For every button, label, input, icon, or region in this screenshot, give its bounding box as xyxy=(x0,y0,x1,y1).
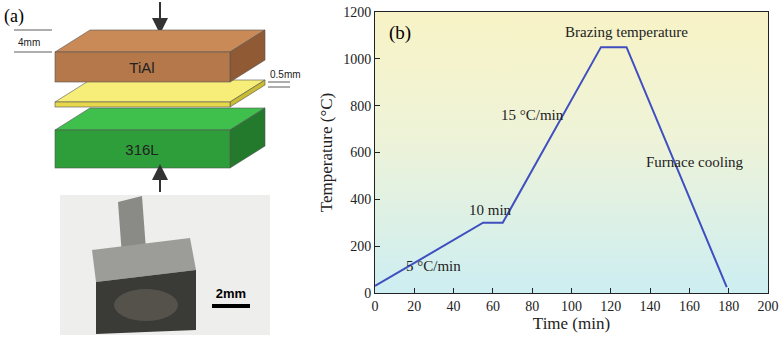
svg-text:140: 140 xyxy=(640,299,661,314)
svg-text:15 °C/min: 15 °C/min xyxy=(501,107,564,123)
svg-text:20: 20 xyxy=(407,299,421,314)
svg-text:5 °C/min: 5 °C/min xyxy=(406,258,461,274)
svg-text:120: 120 xyxy=(600,299,621,314)
svg-text:1000: 1000 xyxy=(343,52,371,67)
svg-text:316L: 316L xyxy=(125,141,158,158)
svg-text:200: 200 xyxy=(350,239,371,254)
svg-text:TiAl: TiAl xyxy=(129,59,154,76)
svg-text:10 min: 10 min xyxy=(469,202,512,218)
svg-text:4mm: 4mm xyxy=(18,37,40,48)
svg-text:400: 400 xyxy=(350,192,371,207)
svg-text:100: 100 xyxy=(561,299,582,314)
svg-text:2mm: 2mm xyxy=(216,286,246,301)
svg-text:Furnace cooling: Furnace cooling xyxy=(646,154,744,170)
svg-text:Brazing temperature: Brazing temperature xyxy=(565,24,688,40)
svg-text:1200: 1200 xyxy=(343,5,371,20)
svg-text:600: 600 xyxy=(350,145,371,160)
svg-text:160: 160 xyxy=(679,299,700,314)
svg-text:0: 0 xyxy=(364,286,371,301)
svg-text:180: 180 xyxy=(718,299,739,314)
svg-text:80: 80 xyxy=(525,299,539,314)
svg-text:Temperature (°C): Temperature (°C) xyxy=(317,93,336,212)
svg-text:0: 0 xyxy=(372,299,379,314)
svg-text:200: 200 xyxy=(758,299,779,314)
svg-text:800: 800 xyxy=(350,99,371,114)
svg-text:40: 40 xyxy=(447,299,461,314)
svg-text:0.5mm: 0.5mm xyxy=(270,69,301,80)
svg-text:Time (min): Time (min) xyxy=(533,314,610,333)
svg-text:60: 60 xyxy=(486,299,500,314)
svg-text:(b): (b) xyxy=(389,22,411,44)
svg-text:(a): (a) xyxy=(4,6,24,27)
